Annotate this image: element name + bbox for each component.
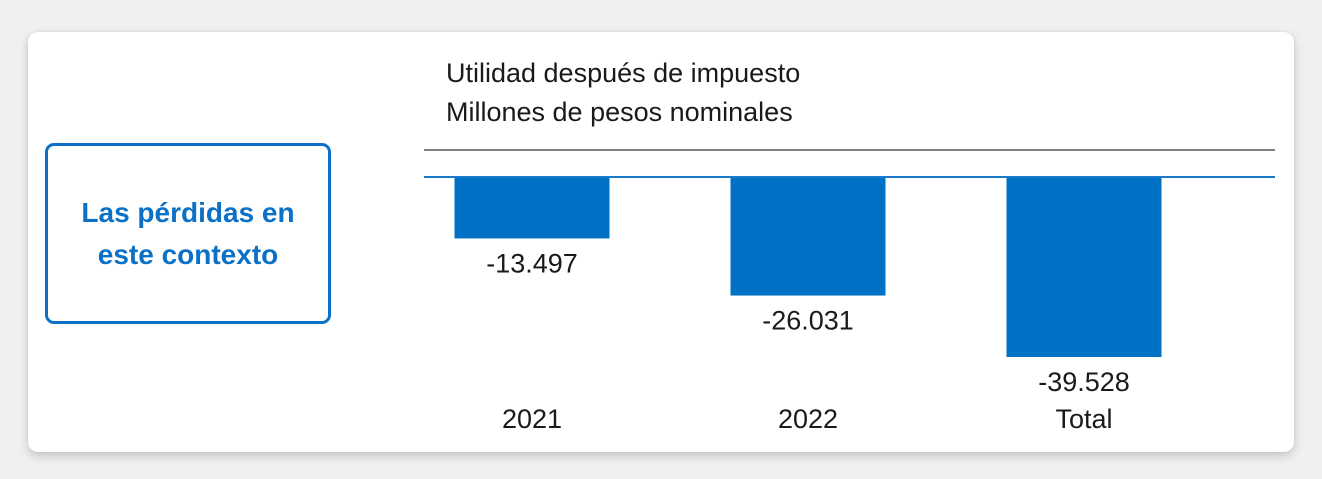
chart-title: Utilidad después de impuesto bbox=[446, 58, 801, 88]
callout-text: Las pérdidas en este contexto bbox=[81, 196, 295, 270]
bar-2021 bbox=[454, 177, 610, 239]
value-label: -13.497 bbox=[486, 248, 578, 278]
category-label: Total bbox=[1055, 404, 1112, 434]
chart-subtitle: Millones de pesos nominales bbox=[446, 97, 793, 127]
bar-total bbox=[1006, 177, 1162, 357]
value-label: -39.528 bbox=[1038, 367, 1130, 397]
category-label: 2022 bbox=[778, 404, 838, 434]
category-label: 2021 bbox=[502, 404, 562, 434]
bar-2022 bbox=[730, 177, 886, 296]
value-label: -26.031 bbox=[762, 306, 854, 336]
callout-box: Las pérdidas en este contexto bbox=[45, 143, 331, 324]
